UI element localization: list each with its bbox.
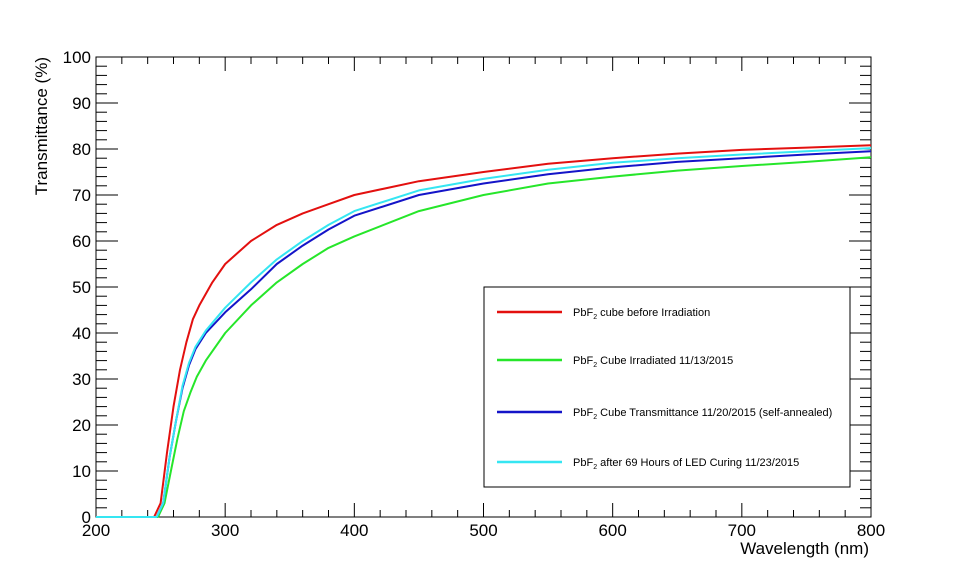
x-tick-label: 200 [82, 521, 110, 540]
legend-label: PbF2 cube before Irradiation [573, 307, 710, 321]
y-tick-label: 10 [72, 462, 91, 481]
legend-label: PbF2 after 69 Hours of LED Curing 11/23/… [573, 457, 799, 471]
y-tick-label: 70 [72, 186, 91, 205]
x-tick-label: 300 [211, 521, 239, 540]
axis-ticks [95, 56, 872, 518]
legend-label: PbF2 Cube Irradiated 11/13/2015 [573, 355, 733, 369]
y-axis-title: Transmittance (%) [32, 57, 51, 195]
x-tick-label: 800 [857, 521, 885, 540]
legend-box [483, 286, 851, 488]
series-line-2 [96, 156, 872, 518]
x-tick-label: 500 [469, 521, 497, 540]
x-tick-label: 400 [340, 521, 368, 540]
y-tick-label: 100 [63, 48, 91, 67]
y-tick-label: 0 [82, 508, 91, 527]
axis-tick-labels: 200 300 400 500 600 700 800 0 10 20 30 40 50 60 70 80 90… [63, 48, 886, 540]
x-axis-title: Wavelength (nm) [740, 539, 869, 558]
y-tick-label: 50 [72, 278, 91, 297]
y-tick-label: 80 [72, 140, 91, 159]
legend-label: PbF2 Cube Transmittance 11/20/2015 (self… [573, 407, 832, 421]
y-tick-label: 60 [72, 232, 91, 251]
y-tick-label: 90 [72, 94, 91, 113]
y-tick-label: 30 [72, 370, 91, 389]
y-tick-label: 20 [72, 416, 91, 435]
y-tick-label: 40 [72, 324, 91, 343]
series-line-4 [96, 147, 872, 518]
series-lines [96, 144, 872, 518]
legend: PbF2 cube before Irradiation PbF2 Cube Ir… [483, 286, 851, 488]
series-line-1 [96, 144, 872, 518]
x-tick-label: 600 [598, 521, 626, 540]
x-tick-label: 700 [728, 521, 756, 540]
